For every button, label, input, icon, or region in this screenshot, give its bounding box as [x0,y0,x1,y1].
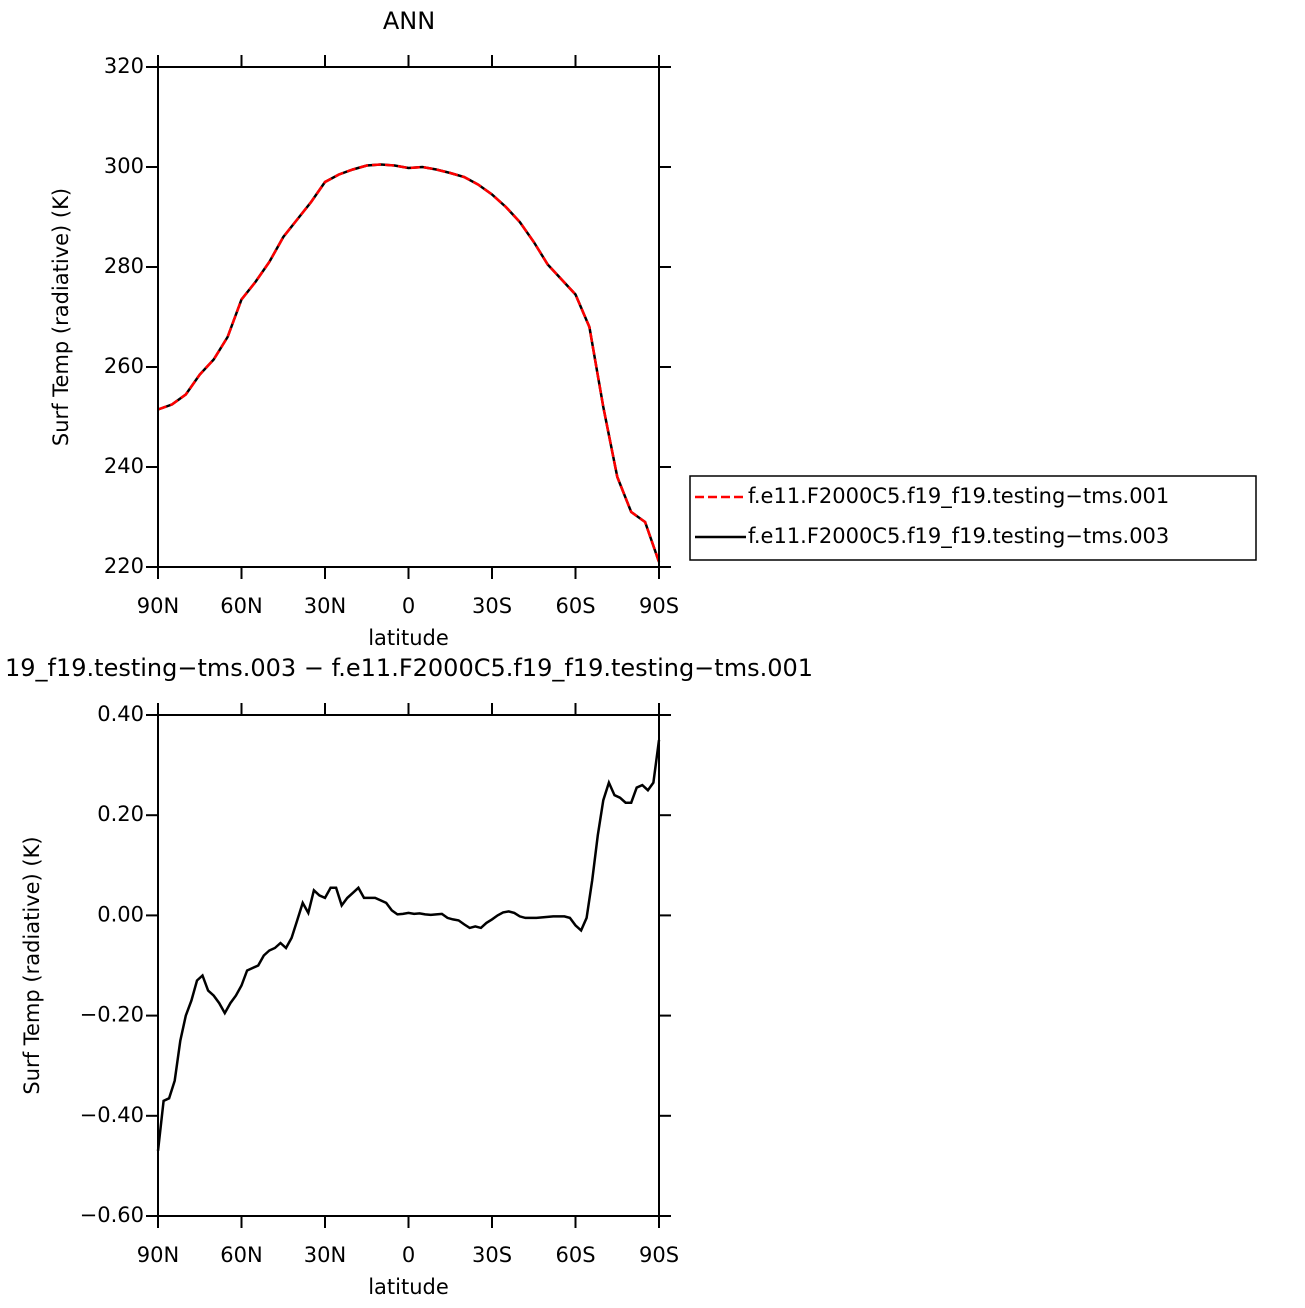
y-axis-label: Surf Temp (radiative) (K) [20,836,44,1094]
legend-label: f.e11.F2000C5.f19_f19.testing−tms.001 [748,484,1169,509]
chart-title: ANN [383,7,435,35]
x-tick-label: 30N [304,594,346,618]
plot-frame [157,714,660,1217]
y-tick-label: 0.20 [97,802,144,826]
y-tick-label: 0.00 [97,902,144,926]
x-tick-label: 60N [220,594,262,618]
y-tick-label: 220 [104,554,144,578]
x-tick-label: 30S [472,1243,512,1267]
legend-box [689,475,1257,561]
y-tick-label: 240 [104,454,144,478]
x-tick-label: 90N [137,1243,179,1267]
y-tick-label: 260 [104,354,144,378]
x-tick-label: 0 [402,1243,415,1267]
x-tick-label: 30S [472,594,512,618]
y-tick-label: 280 [104,254,144,278]
y-tick-label: 0.40 [97,702,144,726]
y-tick-label: −0.20 [80,1003,144,1027]
x-tick-label: 90N [137,594,179,618]
y-tick-label: 300 [104,154,144,178]
x-tick-label: 90S [639,594,679,618]
x-tick-label: 90S [639,1243,679,1267]
y-axis-label: Surf Temp (radiative) (K) [49,188,73,446]
data-line [156,739,661,1152]
data-line [157,163,661,563]
x-axis-label: latitude [368,1275,449,1299]
x-tick-label: 0 [402,594,415,618]
legend-label: f.e11.F2000C5.f19_f19.testing−tms.003 [748,524,1169,549]
x-tick-label: 60S [555,594,595,618]
plot-frame [157,66,660,568]
data-line [157,163,661,563]
y-tick-label: −0.40 [80,1103,144,1127]
chart-title: 19_f19.testing−tms.003 − f.e11.F2000C5.f… [5,654,813,682]
y-tick-label: −0.60 [80,1203,144,1227]
x-tick-label: 30N [304,1243,346,1267]
x-tick-label: 60N [220,1243,262,1267]
y-tick-label: 320 [104,54,144,78]
x-tick-label: 60S [555,1243,595,1267]
x-axis-label: latitude [368,626,449,650]
